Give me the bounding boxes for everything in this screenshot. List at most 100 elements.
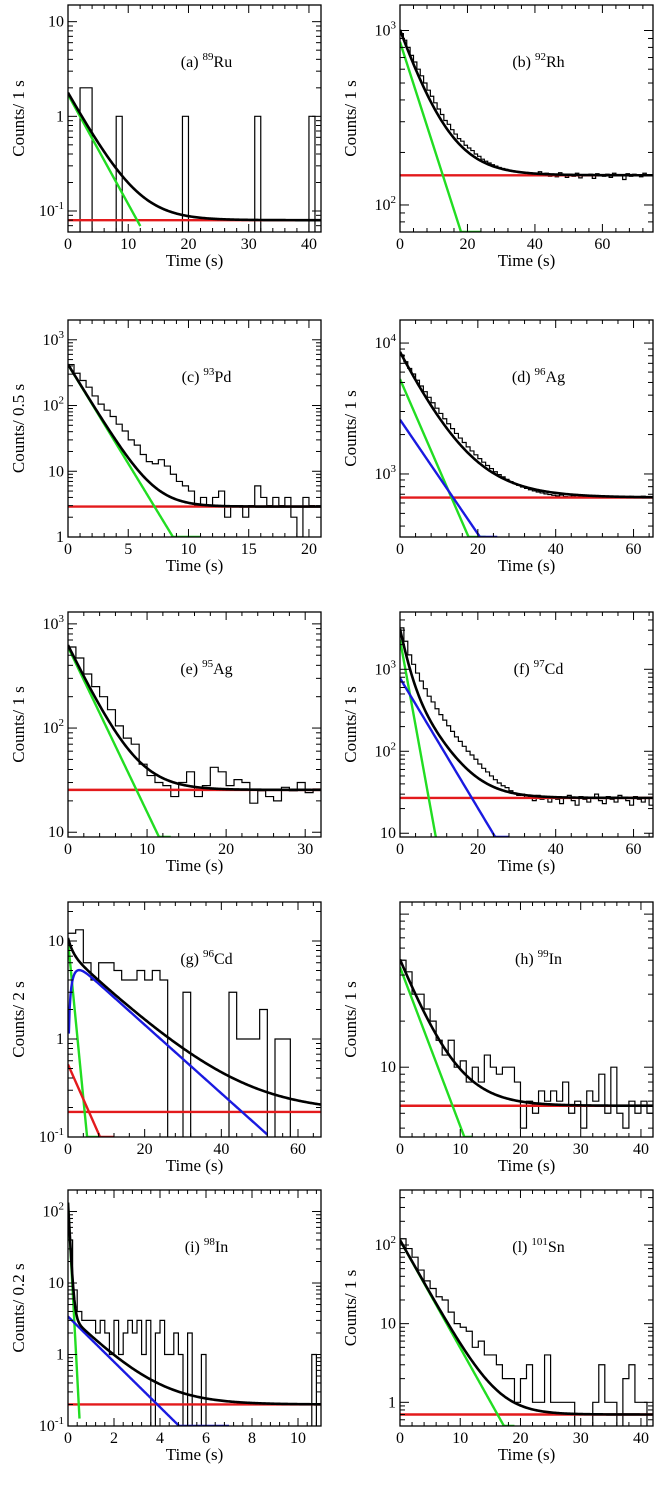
x-tick-label: 0 (64, 236, 72, 253)
fit-decay-1-f (400, 639, 437, 837)
fit-total-e (68, 644, 321, 792)
x-axis-label: Time (s) (166, 856, 223, 875)
panel-title: (b) 92Rh (512, 51, 564, 71)
x-tick-label: 10 (290, 1430, 306, 1447)
x-tick-label: 10 (120, 236, 136, 253)
x-tick-label: 40 (548, 841, 564, 858)
x-axis-label: Time (s) (498, 856, 555, 875)
panel-title: (h) 99In (515, 948, 562, 968)
x-tick-label: 2 (110, 1430, 118, 1447)
y-axis-label: Counts/ 1 s (341, 80, 360, 157)
x-tick-label: 40 (633, 1141, 649, 1158)
fit-decay-2-g (68, 1063, 114, 1137)
x-tick-label: 8 (248, 1430, 256, 1447)
y-tick-label: 103 (43, 329, 65, 349)
chart-panel-l: 0 10 20 30 40 1 10 102 Time (s) Counts/ 1 s (l) 10… (341, 1189, 654, 1464)
x-tick-label: 0 (64, 541, 72, 558)
plot-frame-h (399, 901, 654, 1138)
y-tick-label: 102 (43, 395, 65, 415)
x-tick-label: 60 (594, 236, 610, 253)
fit-decay-a (68, 93, 142, 227)
fit-total-f (400, 628, 653, 800)
fit-decay-2-i (68, 1315, 229, 1426)
x-tick-label: 20 (512, 1430, 528, 1447)
x-tick-label: 20 (459, 236, 475, 253)
plot-frame-c (67, 319, 322, 538)
x-axis-label: Time (s) (498, 251, 555, 270)
plot-frame-d (399, 319, 654, 538)
x-tick-label: 0 (64, 841, 72, 858)
y-axis-label: Counts/ 1 s (341, 981, 360, 1058)
fit-decay-c (68, 363, 201, 537)
x-axis-label: Time (s) (166, 556, 223, 575)
y-tick-label: 10-1 (39, 1415, 64, 1435)
x-tick-label: 0 (396, 541, 404, 558)
x-tick-label: 20 (512, 1141, 528, 1158)
y-tick-label: 102 (43, 1201, 65, 1221)
x-tick-label: 10 (452, 1141, 468, 1158)
x-axis-label: Time (s) (166, 251, 223, 270)
chart-panel-c: 0 5 10 15 20 1 10 102 103 Time (s) Counts/ 0.5 s (c… (9, 319, 322, 575)
fit-total-g (68, 937, 321, 1106)
y-tick-label: 10 (48, 1275, 64, 1292)
plot-frame-b (399, 4, 654, 233)
x-tick-label: 0 (396, 841, 404, 858)
fit-total-c (68, 363, 321, 508)
panel-title: (e) 95Ag (180, 658, 232, 678)
y-tick-label: 10 (48, 824, 64, 841)
fit-decay-2-f (400, 677, 509, 837)
x-tick-label: 10 (139, 841, 155, 858)
y-tick-label: 102 (375, 1234, 397, 1254)
y-tick-label: 10-1 (39, 200, 64, 220)
chart-panel-f: 0 20 40 60 10 102 103 Time (s) Counts/ 1 s (f) 97… (341, 611, 654, 875)
y-axis-label: Counts/ 1 s (341, 1270, 360, 1347)
y-axis-label: Counts/ 0.2 s (9, 1263, 28, 1352)
panel-title: (i) 98In (185, 1236, 228, 1256)
fit-total-l (400, 1239, 653, 1416)
x-axis-label: Time (s) (498, 1445, 555, 1464)
y-tick-label: 104 (375, 332, 397, 352)
panel-title: (l) 101Sn (512, 1236, 565, 1256)
y-tick-label: 10 (48, 463, 64, 480)
panel-title: (c) 93Pd (182, 366, 232, 386)
x-tick-label: 10 (452, 1430, 468, 1447)
x-tick-label: 40 (548, 541, 564, 558)
x-tick-label: 20 (301, 541, 317, 558)
fit-decay-1-d (400, 378, 486, 537)
x-tick-label: 40 (527, 236, 543, 253)
y-tick-label: 10-1 (39, 1126, 64, 1146)
x-tick-label: 60 (626, 841, 642, 858)
fit-decay-2-d (400, 418, 498, 537)
x-tick-label: 30 (297, 841, 313, 858)
x-tick-label: 20 (470, 541, 486, 558)
histogram-f (400, 627, 653, 806)
x-tick-label: 40 (301, 236, 317, 253)
x-tick-label: 0 (64, 1430, 72, 1447)
x-tick-label: 20 (470, 841, 486, 858)
x-tick-label: 6 (202, 1430, 210, 1447)
plot-frame-i (67, 1189, 322, 1427)
panel-title: (g) 96Cd (180, 948, 232, 968)
chart-panel-b: 0 20 40 60 102 103 Time (s) Counts/ 1 s (b) 92Rh (341, 4, 654, 270)
y-tick-label: 102 (375, 194, 397, 214)
x-tick-label: 5 (124, 541, 132, 558)
panel-title: (d) 96Ag (512, 366, 565, 386)
fit-decay-b (400, 41, 481, 232)
x-tick-label: 60 (626, 541, 642, 558)
x-axis-label: Time (s) (498, 556, 555, 575)
fit-total-b (400, 29, 653, 177)
y-tick-label: 103 (375, 658, 397, 678)
y-tick-label: 102 (43, 717, 65, 737)
y-tick-label: 10 (48, 933, 64, 950)
x-axis-label: Time (s) (498, 1156, 555, 1175)
histogram-i (68, 1239, 317, 1426)
fit-total-a (68, 91, 321, 222)
fit-total-h (400, 958, 653, 1108)
histogram-h (400, 959, 653, 1129)
y-axis-label: Counts/ 2 s (9, 981, 28, 1058)
x-tick-label: 40 (633, 1430, 649, 1447)
x-tick-label: 4 (156, 1430, 164, 1447)
y-tick-label: 102 (375, 740, 397, 760)
x-tick-label: 40 (213, 1141, 229, 1158)
chart-panel-d: 0 20 40 60 103 104 Time (s) Counts/ 1 s (d) 96Ag (341, 319, 654, 575)
